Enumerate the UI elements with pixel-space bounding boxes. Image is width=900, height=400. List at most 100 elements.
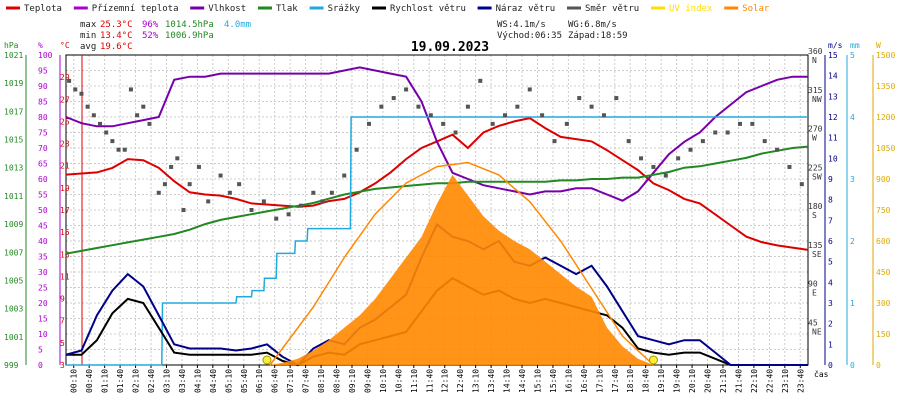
axis-tick-w: 1050 <box>876 144 895 153</box>
axis-tick-hpa: 1021 <box>4 51 23 60</box>
axis-tick-dir: 180 <box>808 202 823 211</box>
axis-tick-pct: 25 <box>38 284 48 293</box>
wind-direction-point <box>737 121 742 126</box>
stat-max-temp: 25.3°C <box>100 20 133 30</box>
axis-tick-mm: 3 <box>850 175 855 184</box>
axis-tick-x: 23:10 <box>781 369 790 393</box>
legend-label-rychlost-vetru: Rychlost větru <box>390 4 466 14</box>
wind-direction-point <box>147 121 152 126</box>
legend-label-smer-vetru: Směr větru <box>585 4 639 14</box>
chart-title: 19.09.2023 <box>411 40 489 55</box>
axis-unit-w: W <box>876 41 881 50</box>
axis-tick-x: 00:10 <box>70 369 79 393</box>
axis-tick-temp: 11 <box>60 272 70 281</box>
wind-direction-point <box>713 130 718 135</box>
axis-tick-temp: 15 <box>60 228 70 237</box>
axis-tick-w: 1500 <box>876 51 895 60</box>
wind-direction-point <box>490 121 495 126</box>
stat-min-temp: 13.4°C <box>100 31 133 41</box>
axis-tick-temp: 19 <box>60 184 70 193</box>
stat-max-label: max <box>80 20 97 30</box>
axis-tick-mm: 1 <box>850 299 855 308</box>
axis-tick-w: 900 <box>876 175 891 184</box>
wind-direction-point <box>787 164 792 169</box>
axis-tick-dir: 135 <box>808 241 823 250</box>
axis-tick-dir: 270 <box>808 125 823 134</box>
axis-tick-pct: 45 <box>38 222 48 231</box>
axis-tick-w: 750 <box>876 206 891 215</box>
wind-direction-point <box>187 182 192 187</box>
wind-direction-point <box>104 130 109 135</box>
axis-tick-hpa: 1003 <box>4 305 23 314</box>
axis-tick-x: 12:10 <box>441 369 450 393</box>
wind-direction-point <box>156 190 161 195</box>
wind-direction-point <box>135 113 140 118</box>
series-line-tlak <box>65 145 809 255</box>
axis-tick-x: 09:10 <box>348 369 357 393</box>
wind-direction-point <box>663 173 668 178</box>
axis-tick-temp: 3 <box>60 361 65 370</box>
axis-tick-x: 10:40 <box>394 369 403 393</box>
stat-min-humidity: 52% <box>142 31 159 41</box>
axis-tick-hpa: 1017 <box>4 107 23 116</box>
axis-tick-x: 02:10 <box>132 369 141 393</box>
axis-tick-x: 01:10 <box>101 369 110 393</box>
stat-sunrise: Východ:06:35 <box>497 31 562 41</box>
wind-direction-point <box>320 199 325 204</box>
axis-tick-hpa: 1001 <box>4 333 23 342</box>
axis-tick-x: 15:10 <box>533 369 542 393</box>
wind-direction-point <box>311 190 316 195</box>
axis-tick-x: 22:40 <box>765 369 774 393</box>
axis-tick-hpa: 1007 <box>4 248 23 257</box>
axis-tick-w: 600 <box>876 237 891 246</box>
axis-tick-dir-label: SE <box>812 250 822 259</box>
axis-tick-x: 17:40 <box>611 369 620 393</box>
axis-tick-ms: 12 <box>828 113 838 122</box>
wind-direction-point <box>261 199 266 204</box>
wind-direction-point <box>503 113 508 118</box>
axis-tick-hpa: 1005 <box>4 276 23 285</box>
axis-tick-pct: 40 <box>38 237 48 246</box>
series-line-solar-teoreticka <box>269 161 654 366</box>
axis-tick-hpa: 999 <box>4 361 19 370</box>
axis-tick-w: 450 <box>876 268 891 277</box>
wind-direction-point <box>218 173 223 178</box>
axis-tick-ms: 15 <box>828 51 838 60</box>
wind-direction-point <box>416 104 421 109</box>
axis-tick-x: 12:40 <box>456 369 465 393</box>
legend-label-solar: Solar <box>742 4 770 14</box>
legend-label-tlak: Tlak <box>276 4 298 14</box>
wind-direction-point <box>67 78 72 83</box>
legend-label-prizemni-teplota: Přízemní teplota <box>92 4 179 14</box>
wind-direction-point <box>73 87 78 92</box>
wind-direction-point <box>775 147 780 152</box>
axis-tick-mm: 2 <box>850 237 855 246</box>
wind-direction-point <box>274 216 279 221</box>
axis-tick-w: 1200 <box>876 113 895 122</box>
series-line-srazky <box>66 116 808 366</box>
axis-tick-x: 06:10 <box>255 369 264 393</box>
axis-tick-x: 19:10 <box>657 369 666 393</box>
axis-unit-temp: °C <box>60 41 70 50</box>
axis-tick-mm: 5 <box>850 51 855 60</box>
stat-min-label: min <box>80 31 96 41</box>
axis-tick-x: 16:10 <box>564 369 573 393</box>
axis-tick-dir-label: W <box>812 134 817 143</box>
axis-tick-dir-label: NW <box>812 95 822 104</box>
axis-tick-temp: 29 <box>60 73 70 82</box>
wind-direction-point <box>614 96 619 101</box>
axis-unit-mm: mm <box>850 41 860 50</box>
axis-tick-pct: 5 <box>38 346 43 355</box>
axis-tick-x: 07:10 <box>286 369 295 393</box>
wind-direction-point <box>750 121 755 126</box>
stat-wg: WG:6.8m/s <box>568 20 617 30</box>
axis-tick-w: 1350 <box>876 82 895 91</box>
wind-direction-point <box>688 147 693 152</box>
axis-tick-temp: 5 <box>60 339 65 348</box>
legend-label-naraz-vetru: Náraz větru <box>496 4 556 14</box>
axis-tick-x: 01:40 <box>116 369 125 393</box>
stat-avg-temp: 19.6°C <box>100 42 133 52</box>
axis-tick-pct: 30 <box>38 268 48 277</box>
axis-tick-ms: 6 <box>828 237 833 246</box>
